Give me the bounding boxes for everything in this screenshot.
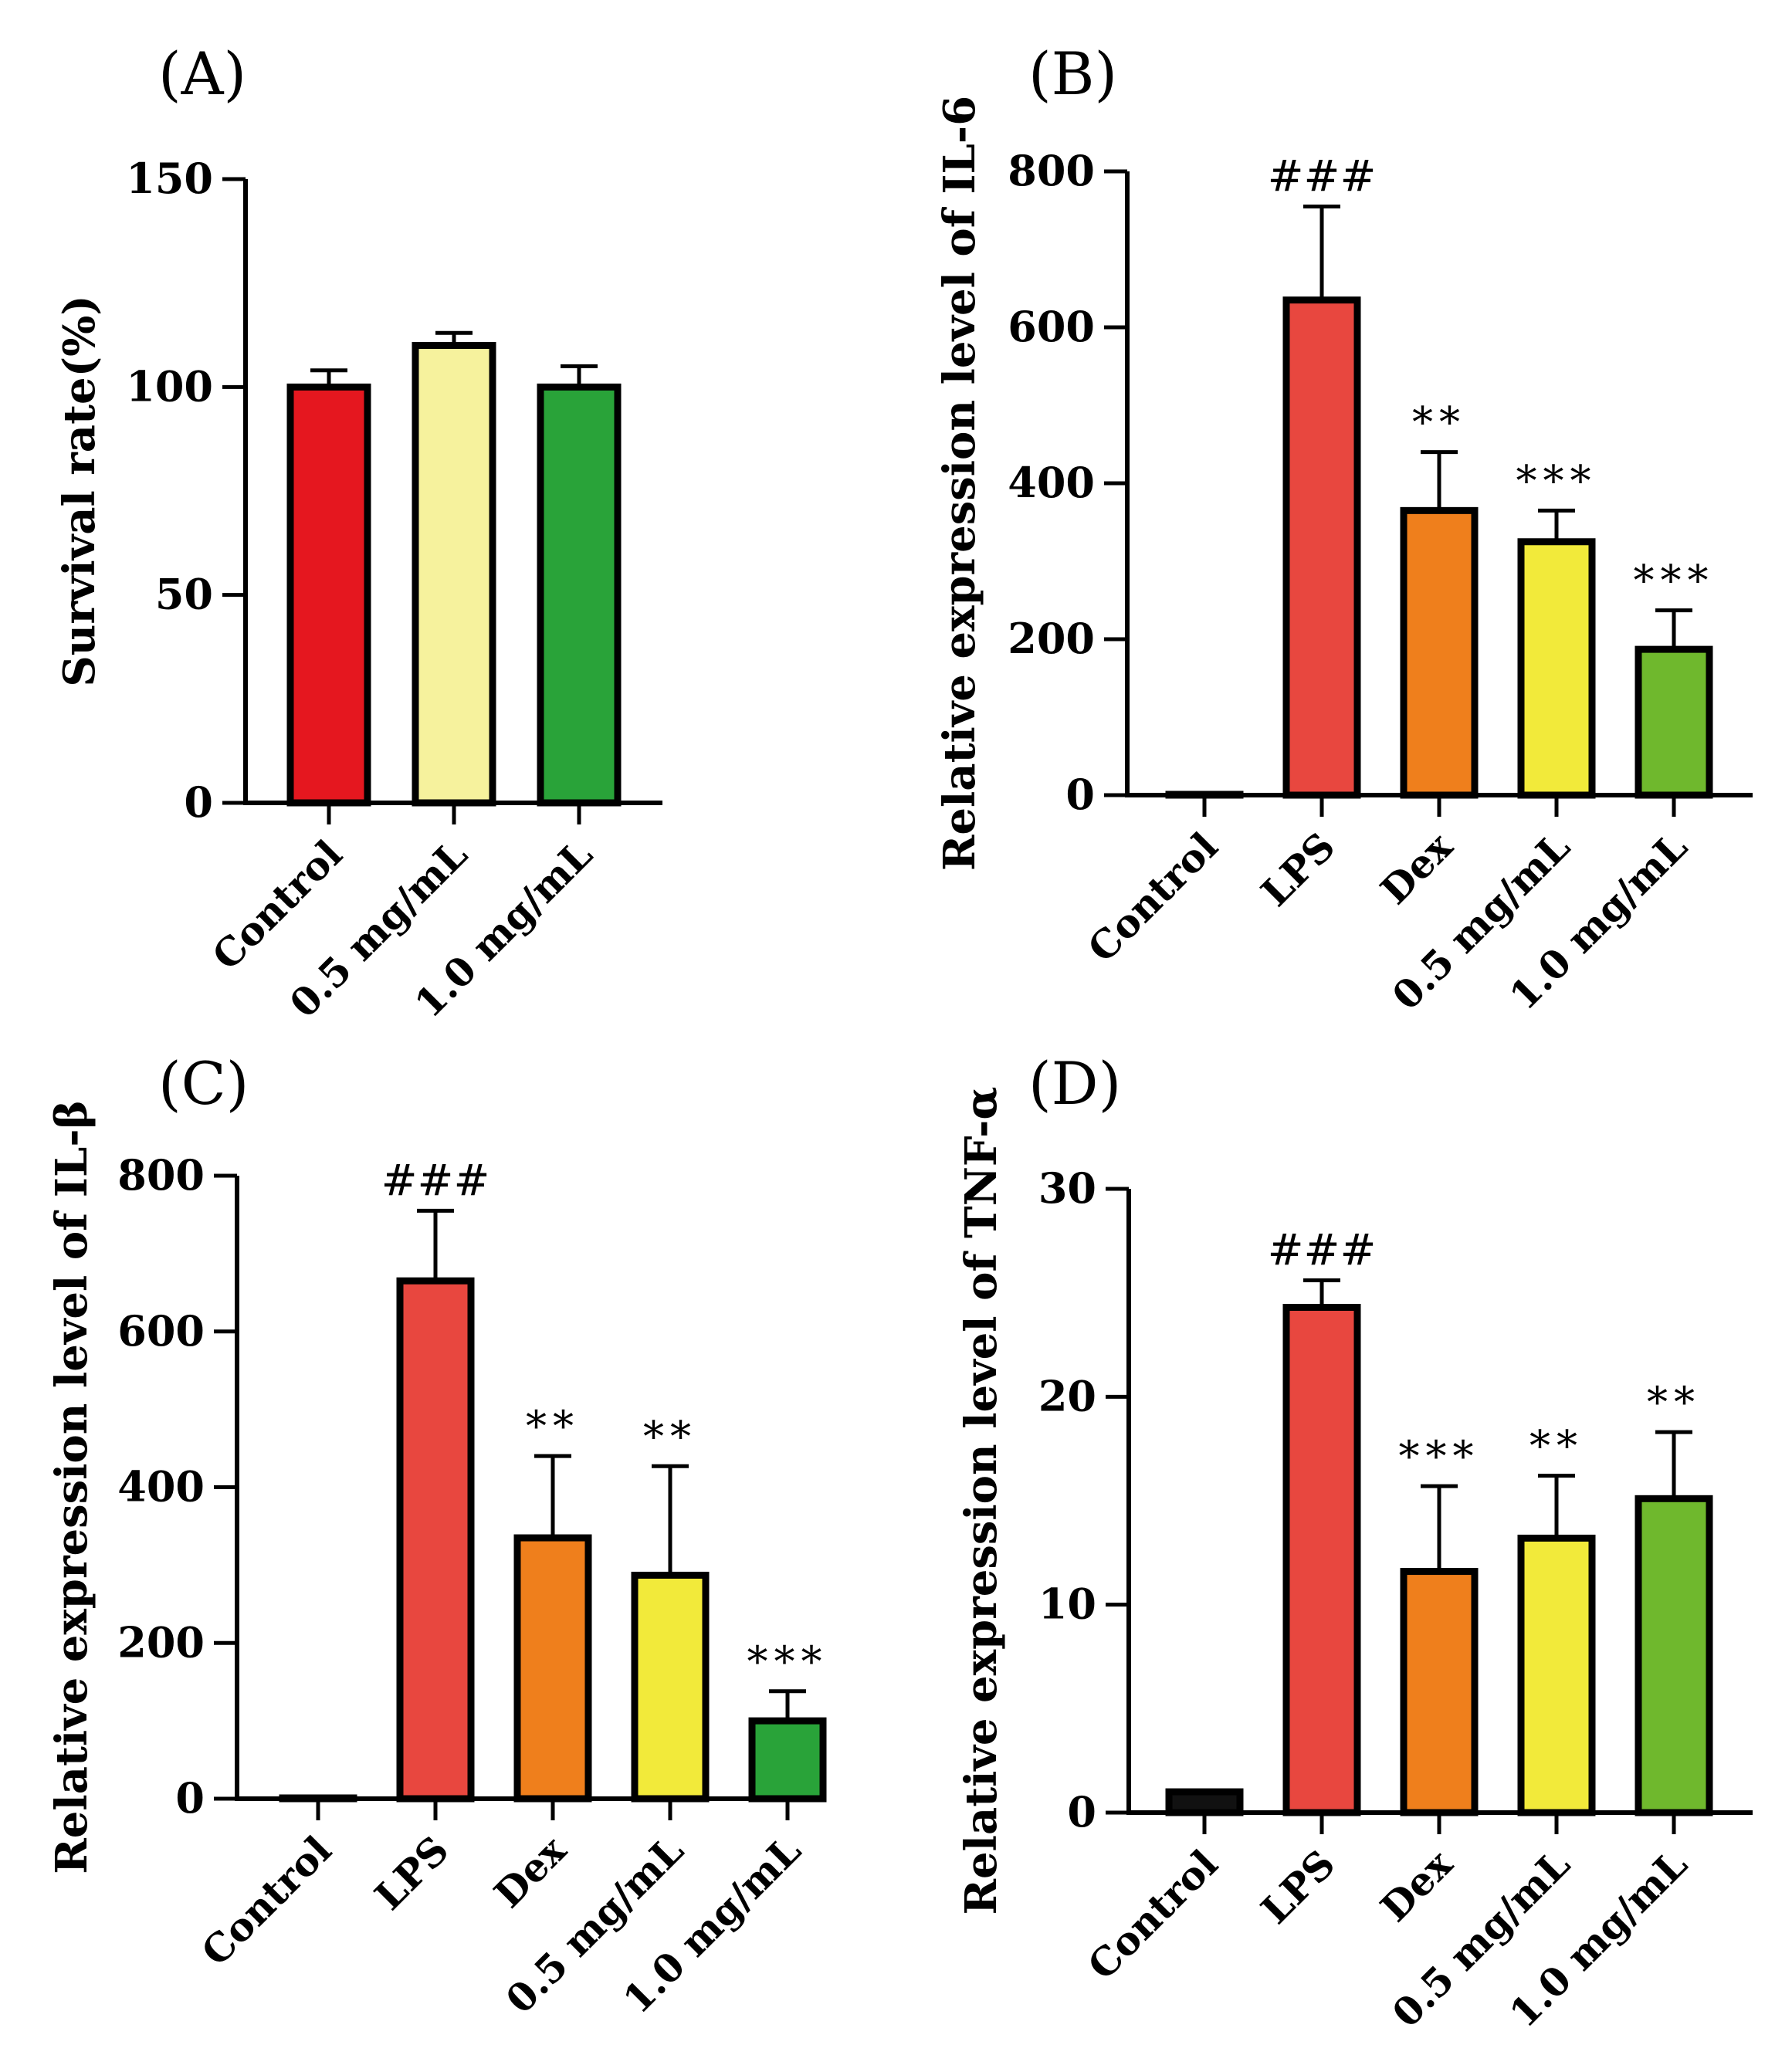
significance-star-label: ** <box>1529 1422 1584 1471</box>
y-tick-label: 400 <box>1008 458 1095 507</box>
significance-star-label: ** <box>526 1402 580 1451</box>
y-tick-label: 0 <box>1067 1787 1096 1837</box>
significance-star-label: ** <box>1647 1378 1701 1427</box>
chart-panel-c: (C) Relative expression level of IL-β Cont… <box>46 1049 828 2023</box>
panel-label: (D) <box>1028 1049 1121 1118</box>
bar-0-5-mg-ml <box>1517 538 1596 799</box>
significance-star-label: *** <box>1634 557 1715 605</box>
y-tick-label: 150 <box>126 154 213 203</box>
y-tick-label: 30 <box>1038 1163 1096 1213</box>
y-tick-label: 100 <box>126 361 213 411</box>
bar-dex <box>1400 506 1479 799</box>
y-axis-title: Survival rate(%) <box>54 295 105 687</box>
bar-dex <box>513 1534 592 1803</box>
significance-star-label: ** <box>1412 398 1466 447</box>
y-tick-label: 0 <box>1065 770 1095 819</box>
y-tick-label: 800 <box>117 1150 205 1200</box>
x-tick-label: LPS <box>1252 1841 1344 1933</box>
significance-star-label: *** <box>1516 456 1597 505</box>
bar-lps <box>396 1277 475 1803</box>
x-tick-label: Dex <box>1372 823 1462 913</box>
bar-control <box>1165 1788 1244 1816</box>
y-tick-label: 200 <box>117 1617 205 1667</box>
x-tick-label: Control <box>192 1827 340 1975</box>
y-tick-label: 50 <box>155 570 213 619</box>
y-axis-title: Relative expression level of IL-6 <box>934 96 985 871</box>
panel-label: (C) <box>158 1049 249 1118</box>
chart-panel-d: (D) Relative expression level of TNF-α Con… <box>956 1049 1753 2036</box>
x-tick-label: Control <box>1079 1841 1226 1989</box>
bar-1-0-mg-ml <box>1634 645 1713 799</box>
y-tick-label: 10 <box>1038 1579 1096 1629</box>
bar-0-5-mg-ml <box>1517 1534 1596 1816</box>
bar-0-5-mg-ml <box>631 1571 710 1803</box>
y-tick-label: 600 <box>1008 302 1095 351</box>
y-tick-label: 800 <box>1008 146 1095 195</box>
y-tick-label: 20 <box>1038 1371 1096 1420</box>
bar-lps <box>1282 296 1361 799</box>
x-tick-label: LPS <box>366 1827 458 1919</box>
bar-1-0-mg-ml <box>1634 1495 1713 1816</box>
x-tick-label: Dex <box>486 1826 576 1917</box>
chart-panel-b: (B) Relative expression level of IL-6 Cont… <box>934 39 1753 1019</box>
bar-dex <box>1400 1568 1479 1816</box>
x-tick-label: LPS <box>1252 824 1344 916</box>
panel-label: (A) <box>158 39 246 108</box>
y-axis-title: Relative expression level of TNF-α <box>956 1087 1007 1915</box>
y-tick-label: 400 <box>117 1462 205 1512</box>
bar-1-0-mg-ml <box>537 383 622 807</box>
bar-control <box>286 383 371 807</box>
y-tick-label: 0 <box>175 1773 205 1823</box>
significance-hash-label: ### <box>1268 1226 1377 1276</box>
significance-hash-label: ### <box>381 1156 490 1206</box>
significance-hash-label: ### <box>1268 151 1377 201</box>
y-tick-label: 200 <box>1008 614 1095 663</box>
significance-star-label: ** <box>643 1412 697 1461</box>
bar-1-0-mg-ml <box>748 1717 827 1803</box>
x-tick-label: Dex <box>1372 1840 1462 1931</box>
x-tick-label: Control <box>1079 824 1226 971</box>
significance-star-label: *** <box>747 1637 828 1686</box>
y-tick-label: 0 <box>184 777 213 827</box>
bar-lps <box>1282 1304 1361 1816</box>
bar-0-5-mg-ml <box>412 341 496 807</box>
y-tick-label: 600 <box>117 1306 205 1356</box>
panel-label: (B) <box>1028 39 1117 108</box>
significance-star-label: *** <box>1399 1432 1480 1481</box>
y-axis-title: Relative expression level of IL-β <box>46 1100 97 1874</box>
